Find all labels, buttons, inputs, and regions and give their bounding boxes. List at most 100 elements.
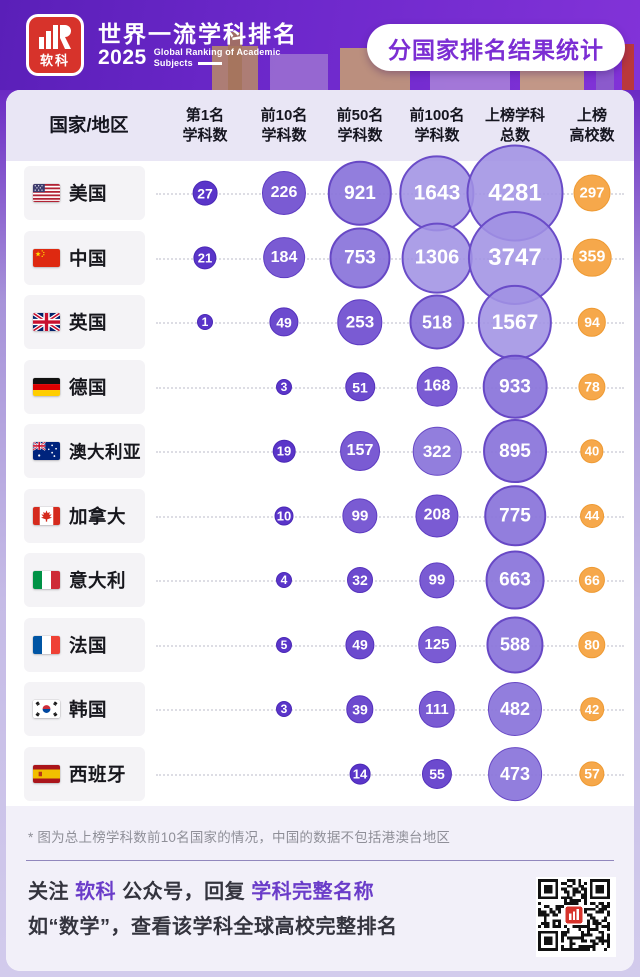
badge-title: 分国家排名结果统计 [367,24,625,71]
table-row: 韩国 3 39 111 482 42 [6,677,634,742]
bubble-top50: 99 [342,498,378,534]
flag-cn-icon [33,248,60,267]
column-header-top50: 前50名 学科数 [336,106,384,144]
row-leader-line [156,322,624,325]
column-header-top1: 第1名 学科数 [182,106,228,144]
ruanke-logo: 软科 [26,14,84,76]
row-leader-line [156,451,624,454]
country-label: 美国 [69,183,108,205]
country-chip: 加拿大 [24,488,145,543]
flag-us-icon [33,184,60,203]
country-label: 韩国 [69,699,108,721]
table-row: 澳大利亚 19 157 322 895 40 [6,419,634,484]
footer-highlight-text: 软科 [75,881,117,903]
bubble-top10: 4 [276,572,292,589]
bubble-top100: 1306 [401,222,473,294]
building-red-icon [622,44,634,90]
country-chip: 美国 [24,166,145,221]
flag-gb-icon [33,313,60,332]
bubble-top50: 39 [346,695,374,723]
flag-ca-icon [33,506,60,525]
bubble-top1: 1 [197,314,213,331]
country-label: 中国 [69,247,108,269]
row-leader-line [156,515,624,518]
bubble-total: 473 [488,746,542,801]
bubble-universities: 57 [579,761,605,787]
flag-it-icon [33,571,60,590]
footer-highlight-text: 学科完整名称 [251,881,375,903]
bubble-top10: 19 [272,439,296,463]
bubble-top100: 125 [418,625,456,664]
bubble-top50: 157 [340,431,380,472]
bubble-total: 663 [485,550,545,610]
bubble-universities: 42 [580,697,604,722]
bubble-top1: 27 [192,180,218,206]
column-header-universities: 上榜 高校数 [569,106,615,144]
table-row: 加拿大 10 99 208 775 44 [6,484,634,549]
country-chip: 意大利 [24,553,145,608]
row-leader-line [156,709,624,712]
bubble-top10: 3 [276,701,292,718]
column-header-top100: 前100名 学科数 [409,106,465,144]
table-row: 英国 1 49 253 518 1567 94 [6,285,634,360]
footer-plain-text: 关注 [28,881,76,903]
title-subline: 2025 Global Ranking of Academic Subjects [98,46,312,70]
bubble-top10: 5 [276,636,292,653]
bubble-universities: 94 [577,308,607,337]
bubble-total: 482 [487,682,543,737]
bubble-top50: 753 [329,227,391,289]
bubble-top50: 32 [347,567,373,594]
country-chip: 法国 [24,617,145,672]
bubble-total: 588 [486,616,544,674]
logo-bars-icon [39,25,71,49]
country-chip: 澳大利亚 [24,424,145,479]
bubble-top50: 51 [345,372,375,402]
flag-de-icon [33,377,60,396]
bubble-universities: 44 [580,503,604,528]
title-english: Global Ranking of Academic Subjects [154,47,312,70]
bubble-top100: 99 [419,562,455,598]
bubble-top50: 49 [345,630,375,660]
footer-text: 关注 软科 公众号，回复 学科完整名称 如“数学”，查看该学科全球高校完整排名 [28,875,524,945]
bubble-total: 4281 [466,144,564,242]
flag-au-icon [33,442,60,461]
bubble-top10: 49 [269,307,299,337]
bubble-top10: 226 [261,171,307,216]
bubble-top50: 253 [337,299,383,345]
row-leader-line [156,580,624,583]
bubble-universities: 66 [578,567,606,594]
bubble-universities: 40 [580,439,604,463]
row-leader-line [156,773,624,776]
country-chip: 韩国 [24,682,145,737]
table-row: 西班牙 14 55 473 57 [6,742,634,807]
country-chip: 德国 [24,359,145,414]
bubble-top50: 921 [327,161,393,226]
logo-text: 软科 [39,53,70,68]
table-row: 法国 5 49 125 588 80 [6,613,634,678]
bubble-universities: 78 [578,373,606,401]
bottom-section: * 图为总上榜学科数前10名国家的情况，中国的数据不包括港澳台地区 关注 软科 … [6,806,634,971]
divider-line [26,860,614,861]
bubble-top100: 111 [418,691,456,728]
country-label: 法国 [69,634,108,656]
bubble-top1: 21 [193,246,217,270]
row-leader-line [156,644,624,647]
bubble-top100: 322 [412,427,462,476]
bubble-top10: 184 [263,236,305,279]
flag-fr-icon [33,635,60,654]
country-chip: 英国 [24,295,145,350]
bubble-top100: 1643 [399,155,475,231]
country-label: 意大利 [69,570,127,592]
country-label: 西班牙 [69,763,127,785]
year-label: 2025 [98,46,147,69]
flag-es-icon [33,764,60,783]
country-label: 德国 [69,376,108,398]
bubble-universities: 297 [573,174,611,212]
country-label: 澳大利亚 [69,441,141,462]
bubble-top50: 14 [349,763,371,785]
table-row: 美国 27 226 921 1643 4281 297 [6,144,634,242]
bubble-universities: 359 [572,238,612,278]
row-leader-line [156,386,624,389]
table-header-row: 国家/地区 第1名 学科数 前10名 学科数 前50名 学科数 前100名 学科数 上榜学科 总数… [6,90,634,161]
